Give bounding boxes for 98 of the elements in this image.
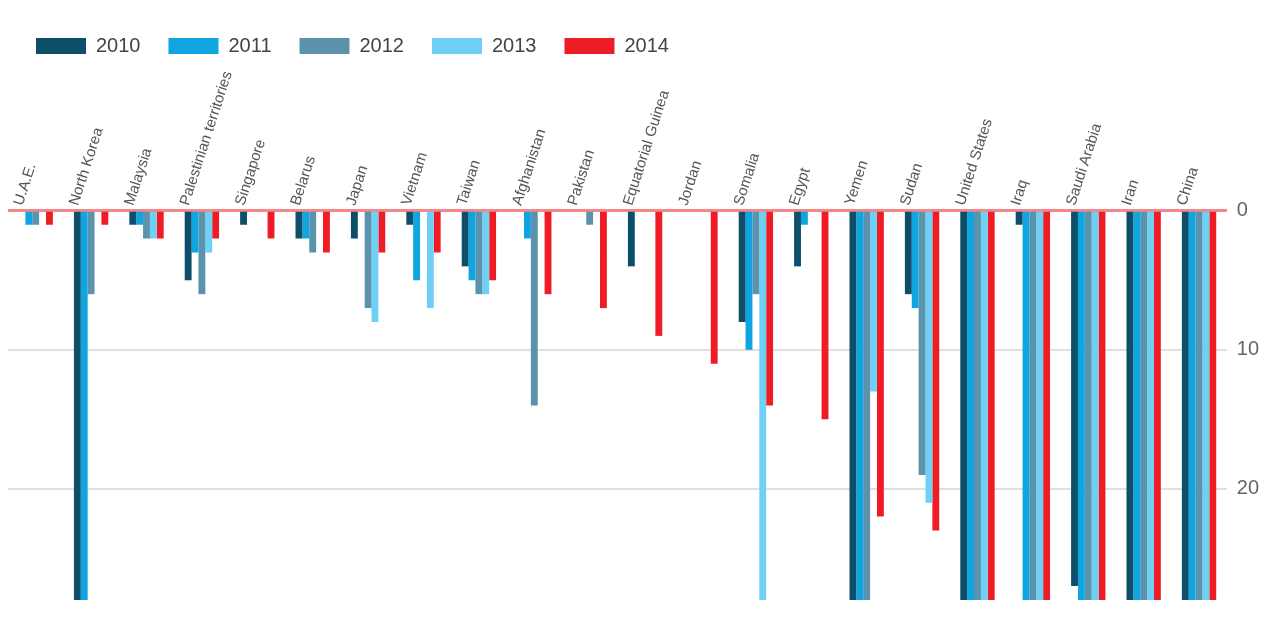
- bar: [710, 211, 718, 364]
- bar: [800, 211, 808, 225]
- bar: [655, 211, 663, 336]
- bar: [25, 211, 33, 225]
- x-tick-label: Sudan: [895, 160, 926, 208]
- bar: [426, 211, 434, 309]
- bar: [1029, 211, 1037, 600]
- x-tick-label: Egypt: [784, 164, 814, 208]
- x-tick-label: North Korea: [64, 124, 106, 208]
- bar: [46, 211, 53, 225]
- bar: [205, 211, 213, 253]
- bar: [1188, 211, 1196, 600]
- y-tick-label: 0: [1236, 198, 1248, 221]
- bar: [738, 211, 746, 322]
- bar: [87, 211, 95, 295]
- bar: [1181, 211, 1189, 600]
- bar: [32, 211, 40, 225]
- x-tick-label: Belarus: [286, 153, 319, 208]
- bar: [752, 211, 760, 295]
- legend-label: 2013: [491, 33, 537, 56]
- bar: [461, 211, 469, 267]
- bar: [794, 211, 801, 267]
- bar: [1153, 211, 1161, 600]
- bar: [987, 211, 995, 600]
- bar: [1071, 211, 1078, 587]
- bar: [1126, 211, 1134, 600]
- y-tick-label: 10: [1236, 337, 1259, 360]
- bar: [489, 211, 497, 281]
- bar: [904, 211, 912, 295]
- bar: [960, 211, 968, 600]
- bar: [1043, 211, 1051, 600]
- bar: [143, 211, 150, 239]
- bar: [586, 211, 594, 225]
- bar: [433, 211, 441, 253]
- bar: [136, 211, 144, 225]
- bar: [364, 211, 372, 309]
- x-tick-label: China: [1172, 164, 1202, 208]
- bar: [198, 211, 206, 295]
- legend-label: 2011: [228, 33, 272, 56]
- x-tick-label: Somalia: [729, 149, 763, 208]
- bar: [1133, 211, 1141, 600]
- bar: [530, 211, 538, 406]
- bar: [482, 211, 490, 295]
- bar: [980, 211, 988, 600]
- bar: [80, 211, 88, 600]
- bar: [1209, 211, 1217, 600]
- bar: [766, 211, 774, 406]
- bar: [932, 211, 940, 531]
- bar: [406, 211, 414, 225]
- bar: [101, 211, 109, 225]
- bar: [876, 211, 884, 517]
- bar: [240, 211, 247, 225]
- bar: [918, 211, 926, 475]
- bar: [309, 211, 317, 253]
- bar: [1202, 211, 1210, 600]
- bar: [856, 211, 864, 600]
- bar: [1015, 211, 1023, 225]
- x-tick-label: Japan: [341, 163, 371, 208]
- legend-label: 2012: [359, 33, 404, 56]
- x-tick-label: Saudi Arabia: [1061, 120, 1105, 208]
- bar: [156, 211, 164, 239]
- bar: [863, 211, 871, 600]
- bar: [184, 211, 192, 281]
- bar: [1140, 211, 1148, 600]
- bar: [523, 211, 531, 239]
- y-tick-label: 20: [1236, 476, 1259, 499]
- bar: [350, 211, 358, 239]
- bar: [475, 211, 483, 295]
- x-tick-label: Iran: [1117, 177, 1142, 208]
- bar: [149, 211, 157, 239]
- bar: [870, 211, 877, 392]
- bar: [1077, 211, 1085, 600]
- bar: [302, 211, 310, 239]
- bar: [911, 211, 919, 309]
- legend-label: 2010: [96, 33, 141, 56]
- bar: [322, 211, 330, 253]
- bar: [849, 211, 857, 600]
- bar: [1147, 211, 1154, 600]
- bar: [73, 211, 81, 600]
- bar: [212, 211, 220, 239]
- bar: [413, 211, 421, 281]
- bar: [627, 211, 635, 267]
- bar: [759, 211, 767, 600]
- x-tick-label: Taiwan: [452, 157, 483, 208]
- bar: [129, 211, 137, 225]
- legend-label: 2014: [624, 33, 669, 56]
- bar: [599, 211, 607, 309]
- bar: [1036, 211, 1044, 600]
- x-tick-label: Jordan: [673, 158, 705, 208]
- bar: [1091, 211, 1099, 600]
- x-tick-label: United States: [950, 116, 995, 208]
- x-tick-label: U.A.E.: [9, 160, 39, 208]
- x-tick-label: Yemen: [840, 158, 871, 208]
- bar: [967, 211, 975, 600]
- bar: [378, 211, 386, 253]
- bar: [1084, 211, 1092, 600]
- bar: [974, 211, 981, 600]
- x-tick-label: Iraq: [1006, 177, 1031, 208]
